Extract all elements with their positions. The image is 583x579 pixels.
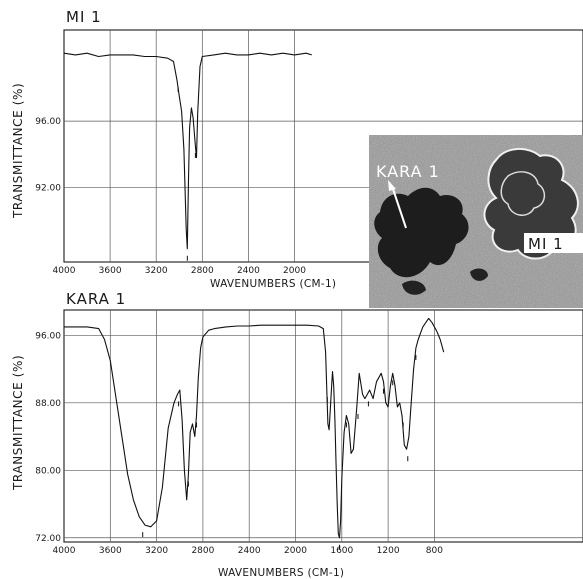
chart-mi-1: 4000 3600 3200 2800 2400 2000 96.00 92.00 MI 1… bbox=[11, 8, 583, 290]
x-tick-label: 3600 bbox=[99, 266, 122, 276]
x-tick-label: 3200 bbox=[145, 266, 168, 276]
x-tick-label: 1200 bbox=[377, 546, 400, 556]
gridlines bbox=[64, 310, 583, 542]
particle-speck bbox=[402, 280, 426, 295]
y-tick-label: 96.00 bbox=[35, 331, 61, 341]
x-axis-label: WAVENUMBERS (CM-1) bbox=[210, 278, 336, 290]
mi-label-box bbox=[524, 233, 583, 253]
inset-label-kara: KARA 1 bbox=[376, 162, 440, 181]
x-tick-label: 4000 bbox=[53, 266, 76, 276]
x-tick-labels: 4000 3600 3200 2800 2400 2000 bbox=[53, 266, 307, 276]
y-tick-label: 96.00 bbox=[35, 117, 61, 127]
x-tick-label: 2800 bbox=[191, 266, 214, 276]
x-axis-label: WAVENUMBERS (CM-1) bbox=[218, 567, 344, 579]
x-tick-label: 2400 bbox=[238, 546, 261, 556]
spectrum-line-mi-1 bbox=[63, 52, 312, 250]
y-tick-label: 72.00 bbox=[35, 534, 61, 544]
x-tick-label: 4000 bbox=[53, 546, 76, 556]
chart-kara-1: 4000 3600 3200 2800 2400 2000 1600 1200 800 96.0… bbox=[11, 290, 583, 579]
pointer-arrow bbox=[391, 185, 407, 229]
kara-particle bbox=[374, 187, 469, 278]
y-tick-label: 88.00 bbox=[35, 399, 61, 409]
inset-label-mi: MI 1 bbox=[528, 235, 564, 253]
x-tick-label: 2000 bbox=[284, 546, 307, 556]
x-tick-label: 800 bbox=[426, 546, 443, 556]
plot-frame bbox=[63, 309, 583, 543]
y-tick-labels: 96.00 92.00 bbox=[35, 117, 61, 193]
y-tick-label: 80.00 bbox=[35, 466, 61, 476]
particle-speck bbox=[470, 268, 488, 281]
peak-marks bbox=[142, 354, 417, 550]
y-axis-label: TRANSMITTANCE (%) bbox=[11, 355, 25, 491]
x-tick-label: 3200 bbox=[145, 546, 168, 556]
chart-title: MI 1 bbox=[66, 8, 102, 26]
chart-title: KARA 1 bbox=[66, 290, 126, 308]
peak-marks bbox=[177, 86, 196, 261]
x-tick-label: 3600 bbox=[99, 546, 122, 556]
x-tick-label: 2800 bbox=[191, 546, 214, 556]
x-tick-labels: 4000 3600 3200 2800 2400 2000 1600 1200 800 bbox=[53, 546, 444, 556]
micrograph-inset: KARA 1 MI 1 bbox=[369, 135, 583, 308]
y-tick-label: 92.00 bbox=[35, 183, 61, 193]
x-tick-label: 2400 bbox=[237, 266, 260, 276]
x-tick-label: 1600 bbox=[330, 546, 353, 556]
y-tick-labels: 96.00 88.00 80.00 72.00 bbox=[35, 331, 61, 543]
pointer-arrowhead bbox=[388, 180, 396, 191]
y-axis-label: TRANSMITTANCE (%) bbox=[11, 83, 25, 219]
plot-frame bbox=[63, 29, 583, 263]
x-tick-label: 2000 bbox=[283, 266, 306, 276]
spectrum-line-kara-1 bbox=[64, 317, 445, 539]
mi-particle-detail bbox=[500, 171, 546, 216]
